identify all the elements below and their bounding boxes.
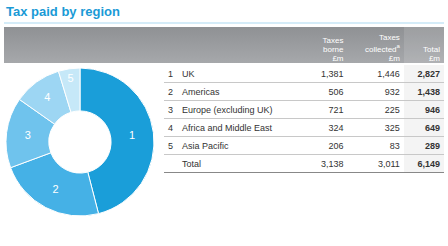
html-text:Americas: Americas (182, 86, 220, 97)
html-text:1,381: 1,381 (321, 68, 344, 79)
html-text:946: 946 (425, 104, 440, 115)
html-text:Asia Pacific: Asia Pacific (182, 140, 229, 151)
html-text:206: 206 (328, 140, 344, 151)
html-text:Total: Total (423, 45, 440, 54)
html-text:UK: UK (182, 68, 195, 79)
html-text:506: 506 (328, 86, 344, 97)
html-text:83: 83 (389, 140, 400, 151)
svg-text:5: 5 (67, 72, 73, 84)
html-text:324: 324 (328, 122, 344, 133)
svg-text:4: 4 (44, 91, 50, 103)
html-text:Total: Total (182, 158, 201, 169)
html-text:Taxes: Taxes (379, 33, 400, 43)
html-text:1,438: 1,438 (417, 86, 440, 97)
html-text:3: 3 (168, 104, 173, 115)
html-text:2,827: 2,827 (417, 68, 440, 79)
html-text:932: 932 (384, 86, 400, 97)
html-text:6,149: 6,149 (417, 158, 440, 169)
html-text:Europe (excluding UK): Europe (excluding UK) (182, 104, 273, 115)
html-text:4: 4 (168, 122, 173, 133)
html-text:£m: £m (332, 54, 344, 63)
html-text:£m: £m (388, 54, 400, 63)
html-text:collecteda: collecteda (365, 43, 400, 54)
html-text:3,011: 3,011 (378, 158, 400, 169)
html-text:721: 721 (328, 104, 344, 115)
svg-text:1: 1 (129, 129, 135, 141)
html-text:Tax paid by region: Tax paid by region (6, 4, 120, 19)
html-text:3,138: 3,138 (321, 158, 344, 169)
html-text:649: 649 (425, 122, 440, 133)
html-text:5: 5 (168, 140, 173, 151)
html-text:Africa and Middle East: Africa and Middle East (182, 122, 272, 133)
html-text:325: 325 (384, 122, 400, 133)
html-text:1: 1 (168, 68, 173, 79)
html-text:borne: borne (323, 45, 344, 54)
html-text:289: 289 (425, 140, 440, 151)
svg-text:3: 3 (25, 129, 31, 141)
html-text:1,446: 1,446 (377, 68, 400, 79)
html-text:£m: £m (428, 54, 440, 63)
svg-text:2: 2 (53, 183, 59, 195)
html-text:Taxes: Taxes (322, 36, 344, 45)
html-text:2: 2 (168, 86, 173, 97)
html-text:225: 225 (384, 104, 400, 115)
